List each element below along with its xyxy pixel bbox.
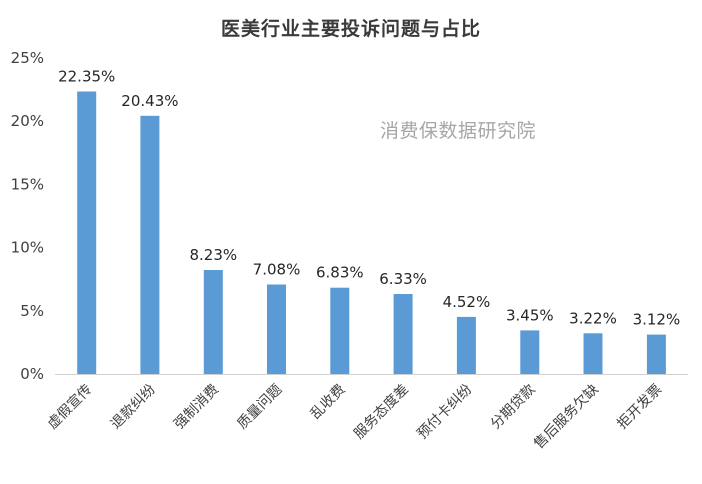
bar-value-label: 22.35% <box>58 68 115 86</box>
y-tick-label: 25% <box>11 49 44 67</box>
bar-value-label: 6.83% <box>316 264 364 282</box>
bar-value-label: 20.43% <box>121 92 178 110</box>
watermark-text: 消费保数据研究院 <box>380 120 537 142</box>
y-axis-labels: 0% 5% 10% 15% 20% 25% <box>11 49 44 383</box>
bar <box>583 333 603 374</box>
bar <box>267 284 286 374</box>
bar <box>393 294 413 374</box>
x-category-label: 强制消费 <box>171 382 222 433</box>
bar <box>203 270 223 374</box>
x-category-label: 虚假宣传 <box>45 382 96 433</box>
x-category-label: 退款纠纷 <box>108 382 159 433</box>
bar <box>77 91 97 374</box>
y-tick-label: 0% <box>20 365 44 383</box>
bar <box>140 115 160 375</box>
value-labels: 22.35% 20.43% 8.23% 7.08% 6.83% 6.33% 4.52% 3.4… <box>58 68 680 329</box>
x-category-label: 预付卡纠纷 <box>414 382 475 443</box>
bar <box>456 316 476 374</box>
x-category-label: 服务态度差 <box>351 382 412 443</box>
x-category-label: 售后服务欠缺 <box>531 382 602 453</box>
bar <box>646 334 666 374</box>
y-tick-label: 5% <box>20 302 44 320</box>
y-tick-label: 10% <box>11 239 44 257</box>
x-category-label: 质量问题 <box>234 382 285 433</box>
bar-value-label: 7.08% <box>253 261 301 279</box>
category-labels: 虚假宣传 退款纠纷 强制消费 质量问题 乱收费 服务态度差 预付卡纠纷 分期贷款售后服务欠缺拒… <box>45 382 666 453</box>
bar <box>330 287 350 374</box>
bar-value-label: 3.45% <box>506 306 554 324</box>
x-category-label: 乱收费 <box>308 382 349 423</box>
bar-value-label: 6.33% <box>379 270 427 288</box>
x-category-label: 分期贷款 <box>488 382 539 433</box>
bar <box>520 330 540 374</box>
chart-title: 医美行业主要投诉问题与占比 <box>220 18 481 40</box>
y-tick-label: 15% <box>11 175 44 193</box>
x-category-label: 拒开发票 <box>614 382 665 433</box>
bars <box>77 91 666 375</box>
bar-value-label: 3.22% <box>569 309 617 327</box>
bar-value-label: 3.12% <box>633 311 681 329</box>
bar-value-label: 4.52% <box>443 293 491 311</box>
y-tick-label: 20% <box>11 112 44 130</box>
bar-value-label: 8.23% <box>189 246 237 264</box>
